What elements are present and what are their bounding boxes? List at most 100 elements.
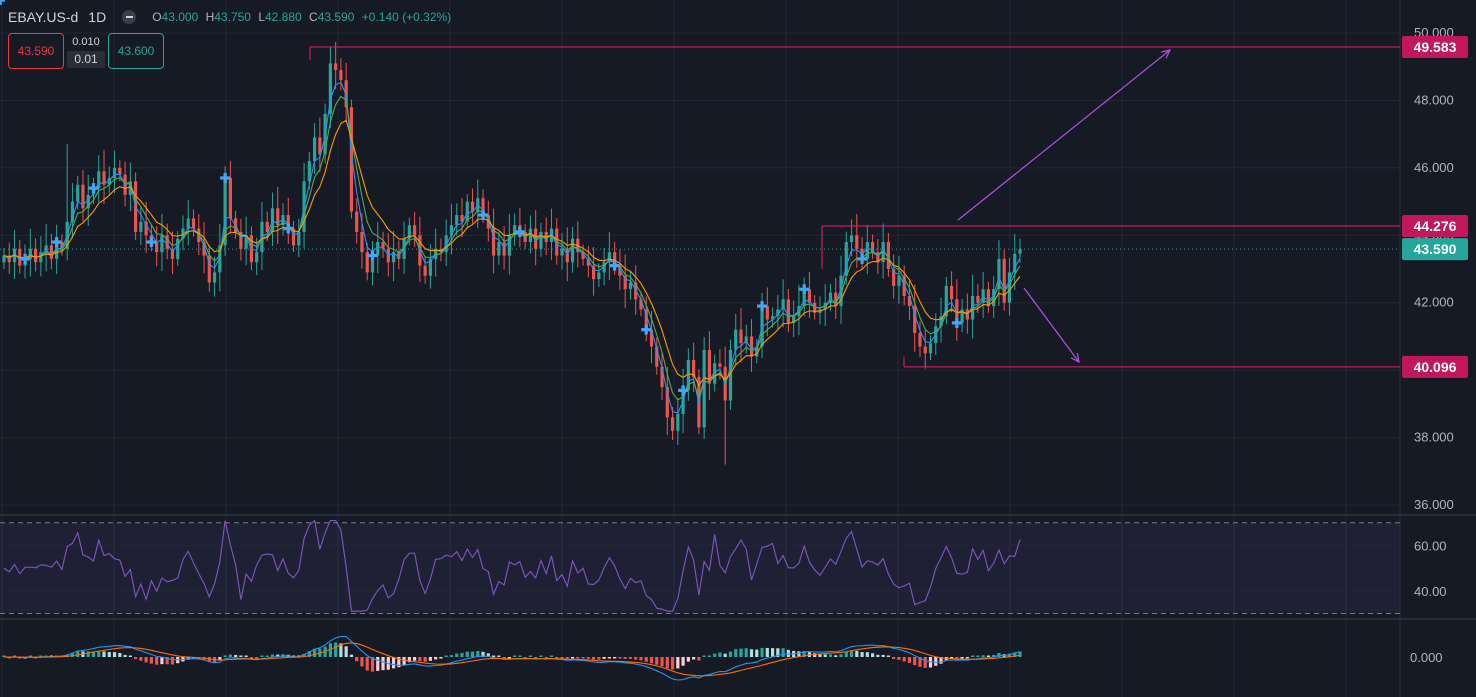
macd-histogram-bar: [276, 654, 280, 657]
macd-histogram-bar: [755, 649, 759, 657]
low-value: 42.880: [265, 10, 302, 24]
macd-histogram-bar: [381, 657, 385, 671]
signal-bar-v: [23, 253, 27, 264]
macd-tick-label: 0.000: [1410, 650, 1443, 665]
candle-body: [792, 316, 796, 323]
macd-histogram-bar: [1007, 653, 1012, 657]
signal-bar-v: [0, 0, 2, 5]
candle-body: [907, 295, 912, 307]
macd-histogram-bar: [228, 654, 232, 657]
candle-body: [376, 242, 380, 256]
candle-body: [565, 248, 569, 263]
candle-body: [807, 289, 812, 303]
close-value: 43.590: [317, 10, 355, 24]
macd-histogram-bar: [444, 655, 448, 657]
rsi-band: [0, 522, 1400, 614]
chart-header: EBAY.US-d 1D O43.000 H43.750 L42.880 C43…: [8, 9, 451, 25]
signal-bar-v: [149, 237, 153, 248]
candle-body: [228, 177, 232, 219]
candle-body: [1002, 258, 1006, 303]
sell-button[interactable]: 43.590: [8, 33, 64, 69]
macd-histogram-bar: [702, 655, 706, 657]
macd-histogram-bar: [613, 657, 617, 659]
signal-bar-v: [613, 260, 617, 271]
candle-body: [44, 245, 48, 253]
candle-body: [728, 349, 733, 401]
candle-body: [428, 258, 433, 276]
macd-histogram-bar: [39, 655, 43, 657]
macd-histogram-bar: [534, 657, 538, 659]
candle-body: [349, 107, 354, 212]
macd-histogram-bar: [607, 657, 611, 659]
candle-body: [339, 70, 343, 81]
macd-histogram-bar: [676, 657, 680, 669]
macd-histogram-bar: [470, 651, 475, 657]
candle-body: [692, 360, 696, 377]
macd-histogram-bar: [518, 655, 522, 657]
price-badge-label: 43.590: [1414, 241, 1457, 257]
moving-average-line: [3, 119, 1021, 387]
macd-histogram-bar: [428, 657, 433, 661]
price-badge-label: 49.583: [1414, 39, 1457, 55]
buy-button[interactable]: 43.600: [108, 33, 164, 69]
macd-histogram-bar: [370, 657, 375, 672]
candle-body: [539, 231, 543, 249]
candle-body: [813, 302, 817, 313]
macd-histogram-bar: [355, 657, 359, 662]
macd-histogram-bar: [1018, 651, 1022, 657]
candle-body: [460, 215, 464, 222]
trend-arrowhead: [1161, 49, 1172, 59]
macd-histogram-bar: [218, 657, 222, 661]
macd-histogram-bar: [949, 657, 954, 659]
candle-body: [955, 299, 959, 323]
macd-histogram-bar: [797, 651, 801, 657]
macd-histogram-bar: [876, 654, 880, 657]
price-badge-label: 44.276: [1414, 218, 1457, 234]
candle-body: [676, 413, 680, 431]
quantity-input[interactable]: 0.01: [67, 51, 105, 68]
candle-body: [802, 289, 806, 307]
macd-histogram-bar: [549, 655, 554, 657]
candle-body: [360, 231, 364, 253]
macd-histogram-bar: [686, 657, 690, 662]
macd-histogram-bar: [481, 651, 485, 657]
macd-histogram-bar: [2, 655, 6, 657]
macd-histogram-bar: [418, 657, 422, 662]
interval-label[interactable]: 1D: [88, 9, 107, 25]
signal-bar-v: [223, 172, 227, 183]
change-value: +0.140 (+0.32%): [361, 10, 452, 24]
macd-histogram-bar: [155, 657, 159, 665]
candle-body: [491, 228, 496, 256]
macd-histogram-bar: [934, 657, 938, 666]
candle-body: [244, 235, 248, 249]
candle-body: [186, 218, 190, 229]
macd-histogram-bar: [455, 653, 459, 657]
macd-histogram-bar: [413, 657, 417, 661]
candle-body: [39, 252, 43, 263]
candle-body: [718, 363, 722, 367]
macd-histogram-bar: [118, 652, 122, 657]
candle-body: [407, 225, 411, 239]
candle-body: [707, 349, 712, 384]
macd-histogram-bar: [597, 657, 601, 660]
macd-histogram-bar: [839, 654, 843, 657]
macd-histogram-bar: [591, 657, 596, 660]
candle-body: [49, 245, 53, 259]
macd-histogram-bar: [170, 657, 175, 665]
candle-body: [255, 252, 259, 263]
symbol-label[interactable]: EBAY.US-d: [8, 9, 79, 25]
macd-histogram-bar: [618, 657, 622, 659]
macd-histogram-bar: [828, 654, 833, 657]
candle-body: [686, 360, 690, 391]
macd-histogram-bar: [602, 657, 606, 659]
signal-marker: [220, 172, 231, 183]
macd-histogram-bar: [328, 643, 332, 657]
candle-body: [223, 177, 227, 246]
open-value: 43.000: [161, 10, 199, 24]
collapse-icon[interactable]: [122, 10, 137, 24]
macd-histogram-bar: [813, 653, 817, 657]
macd-histogram-bar: [91, 651, 96, 657]
signal-marker: [367, 250, 378, 261]
